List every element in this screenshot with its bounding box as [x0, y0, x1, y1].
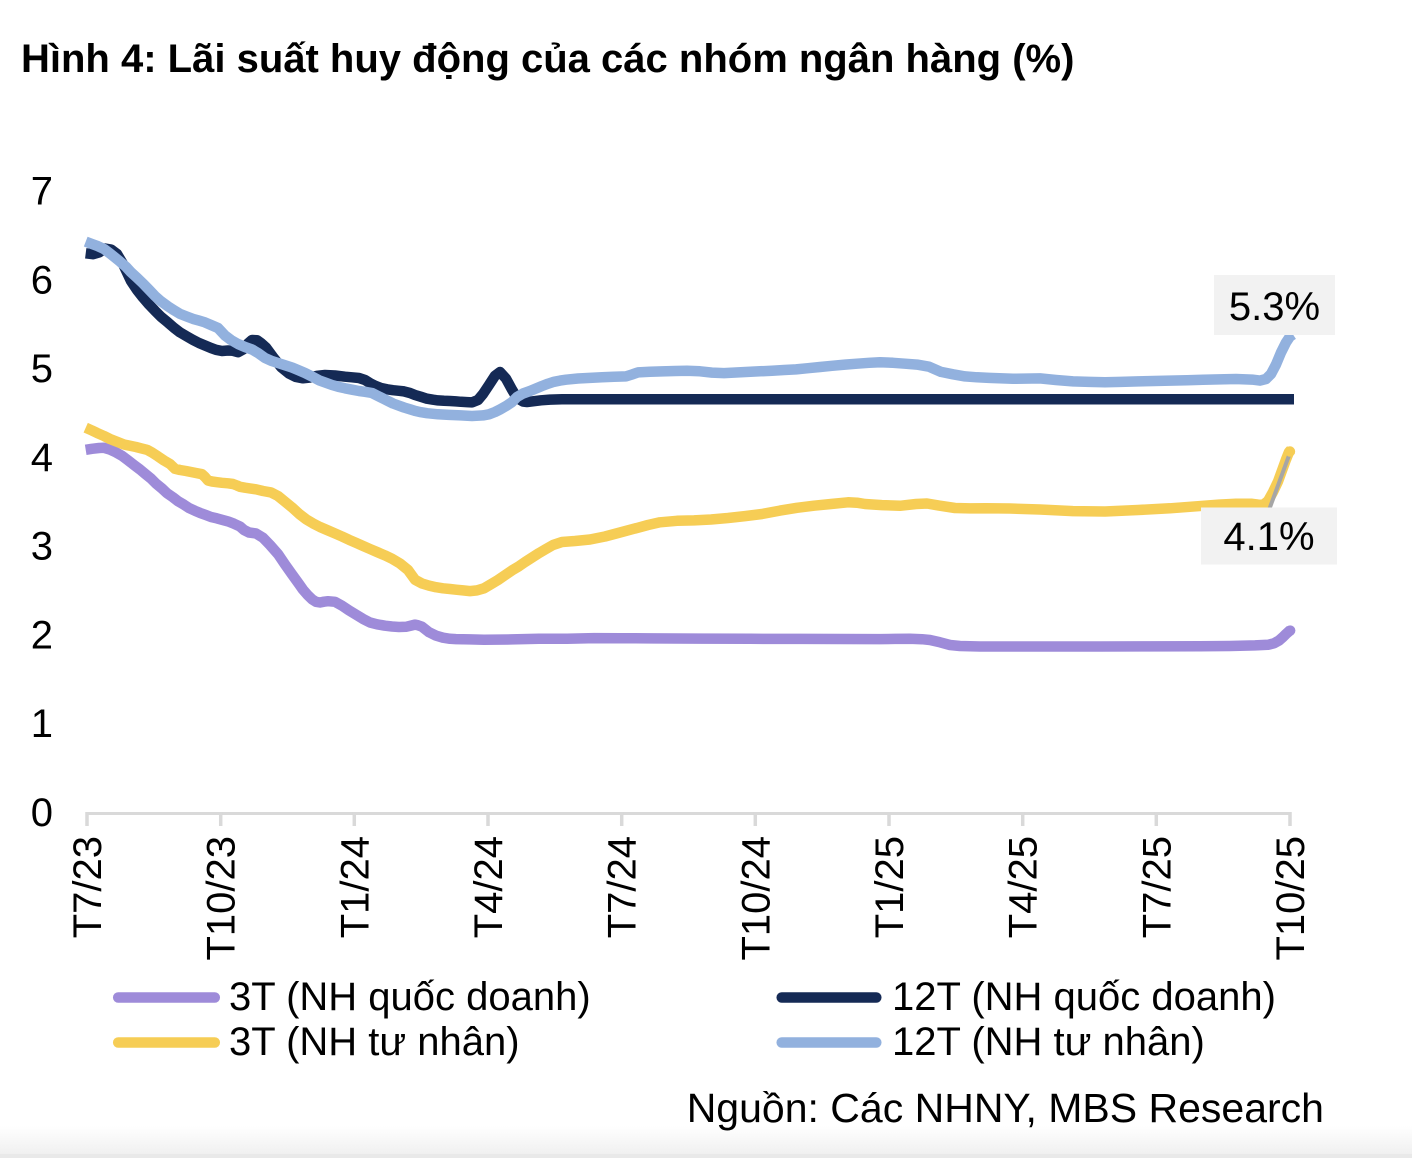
svg-text:5.3%: 5.3%: [1229, 285, 1320, 329]
svg-text:12T (NH tư nhân): 12T (NH tư nhân): [892, 1020, 1205, 1064]
svg-text:T4/24: T4/24: [467, 836, 511, 938]
svg-text:T4/25: T4/25: [1002, 836, 1046, 938]
svg-text:6: 6: [31, 258, 53, 302]
svg-text:5: 5: [31, 347, 53, 391]
svg-text:T1/25: T1/25: [868, 836, 912, 938]
svg-text:T10/24: T10/24: [734, 836, 778, 961]
svg-text:T7/23: T7/23: [66, 836, 110, 938]
svg-text:2: 2: [31, 614, 53, 658]
svg-text:12T (NH quốc doanh): 12T (NH quốc doanh): [892, 975, 1276, 1019]
svg-text:0: 0: [31, 791, 53, 835]
svg-text:4.1%: 4.1%: [1223, 515, 1314, 559]
svg-text:T7/25: T7/25: [1135, 836, 1179, 938]
svg-text:3T (NH quốc doanh): 3T (NH quốc doanh): [229, 975, 591, 1019]
svg-text:T7/24: T7/24: [601, 836, 645, 938]
svg-text:3T (NH tư nhân): 3T (NH tư nhân): [229, 1020, 520, 1064]
svg-text:Nguồn: Các NHNY, MBS Research: Nguồn: Các NHNY, MBS Research: [687, 1085, 1324, 1131]
svg-text:T10/25: T10/25: [1269, 836, 1313, 961]
svg-text:T1/24: T1/24: [333, 836, 377, 938]
svg-text:4: 4: [31, 436, 53, 480]
svg-text:Hình 4: Lãi suất huy động của: Hình 4: Lãi suất huy động của các nhóm n…: [21, 37, 1074, 81]
svg-text:7: 7: [31, 170, 53, 214]
svg-text:T10/23: T10/23: [200, 836, 244, 961]
svg-text:3: 3: [31, 525, 53, 569]
svg-text:1: 1: [31, 702, 53, 746]
